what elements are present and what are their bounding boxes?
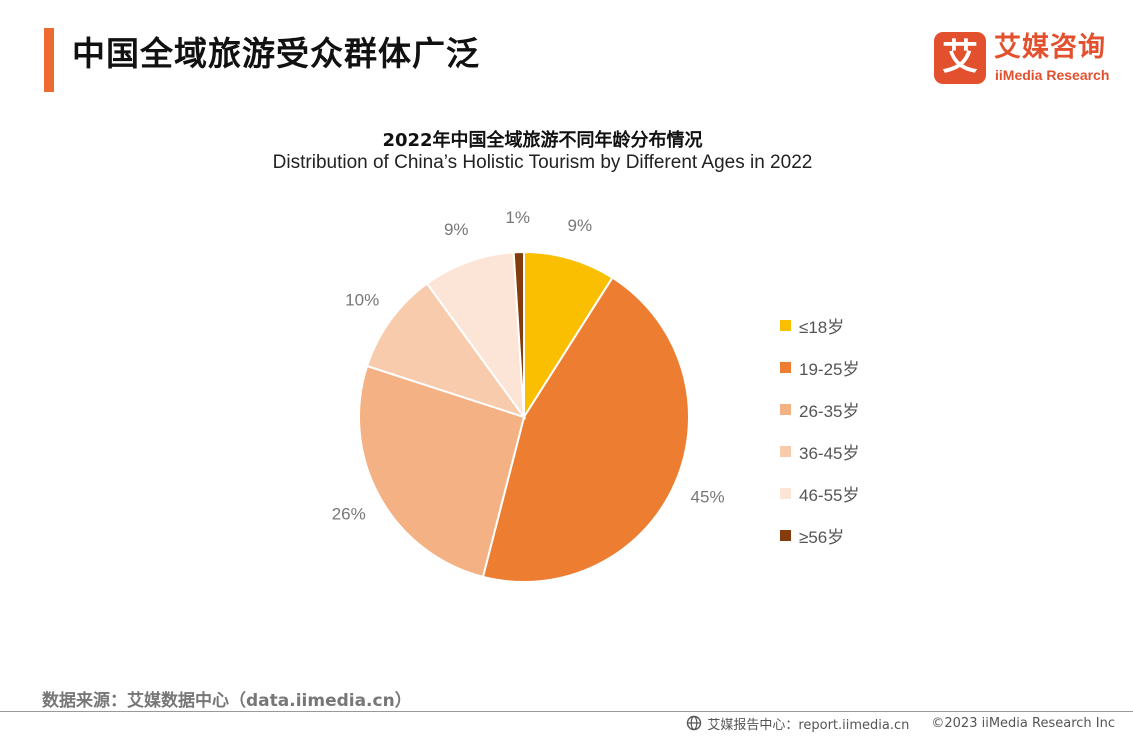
legend-item-19-25: 19-25岁 [780,346,859,388]
data-label-46-55: 9% [444,220,469,239]
legend-label: ≥56岁 [799,527,845,547]
logo-name-cn: 艾媒咨询 [994,32,1106,63]
chart-subtitle: Distribution of China’s Holistic Tourism… [272,152,813,173]
title-accent-bar [44,28,54,92]
globe-icon [687,715,702,731]
logo-mark-icon: 艾 [934,32,986,84]
legend-swatch [780,403,791,415]
legend-label: 26-35岁 [799,401,860,421]
pie-slice-26-35 [358,364,526,579]
data-source: 数据来源：艾媒数据中心（data.iimedia.cn） [42,691,412,711]
pie-slice-46-55 [425,251,526,421]
legend-swatch [780,319,791,331]
legend-item-36-45: 36-45岁 [780,430,859,472]
footer: 艾媒报告中心：report.iimedia.cn ©2023 iiMedia R… [686,713,1115,733]
chart-title: 2022年中国全域旅游不同年龄分布情况 [382,130,703,151]
logo-name-en: iiMedia Research [995,67,1110,83]
pie-slice-ge56 [512,250,525,418]
legend-item-le18: ≤18岁 [780,304,859,346]
legend-swatch [780,487,791,499]
legend-item-26-35: 26-35岁 [780,388,859,430]
legend-label: 46-55岁 [799,485,860,505]
legend-label: 19-25岁 [799,359,860,379]
legend-item-ge56: ≥56岁 [780,514,859,556]
legend-swatch [780,529,791,541]
data-label-19-25: 45% [691,487,725,506]
footer-divider [0,711,1133,712]
data-label-26-35: 26% [332,504,366,523]
footer-copyright: ©2023 iiMedia Research Inc [931,715,1115,731]
data-label-ge56: 1% [505,208,530,227]
pie-slice-19-25 [481,276,690,583]
data-label-le18: 9% [568,216,593,235]
legend-swatch [780,445,791,457]
brand-logo[interactable]: 艾 艾媒咨询 iiMedia Research [934,32,1124,86]
data-label-36-45: 10% [345,290,379,309]
legend-label: ≤18岁 [799,317,845,337]
page-title: 中国全域旅游受众群体广泛 [72,34,480,73]
footer-report-link[interactable]: 艾媒报告中心：report.iimedia.cn [707,717,910,733]
legend-label: 36-45岁 [799,443,860,463]
legend-swatch [780,361,791,373]
chart-legend: ≤18岁 19-25岁 26-35岁 36-45岁 46-55岁 ≥56岁 [780,304,859,556]
pie-slice-le18 [523,250,614,421]
legend-item-46-55: 46-55岁 [780,472,859,514]
pie-slice-36-45 [365,282,527,419]
